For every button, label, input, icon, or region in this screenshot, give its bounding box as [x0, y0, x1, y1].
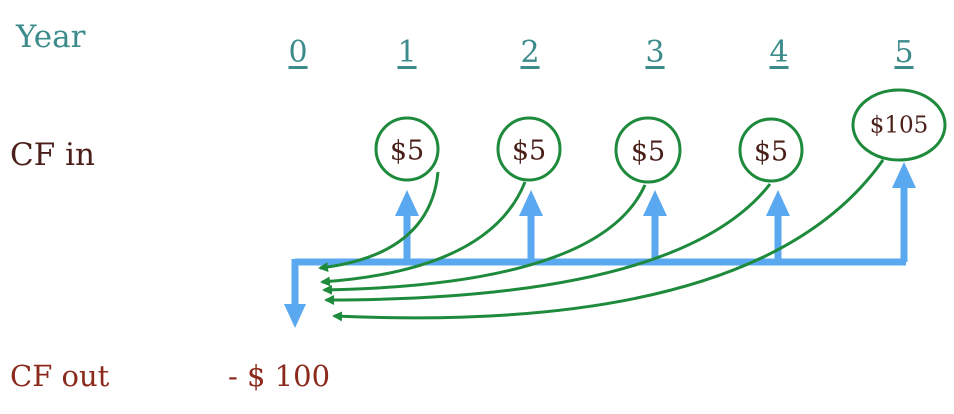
discount-arrow-1 [318, 171, 440, 273]
cf-in-year-2: $5 [511, 135, 547, 167]
cf-in-label: CF in [10, 137, 95, 173]
cf-circle-1 [374, 116, 440, 182]
cf-circle-4 [738, 117, 804, 183]
cf-out-value: - $ 100 [228, 359, 331, 393]
inflow-arrow-4-head [766, 190, 790, 216]
cf-in-year-5: $105 [869, 112, 929, 139]
year-3-label: 3 [645, 35, 665, 70]
year-4-label: 4 [769, 35, 789, 70]
inflow-arrow-2-head [519, 190, 543, 216]
discount-arrow-2 [320, 181, 527, 287]
year-1-label: 1 [397, 35, 417, 70]
inflow-arrow-1-head [395, 190, 419, 216]
cf-circle-3 [614, 116, 682, 184]
outflow-arrow-head [284, 304, 306, 328]
discount-arrow-3 [322, 184, 647, 295]
cf-circle-5 [851, 88, 947, 162]
inflow-arrow-3-head [643, 190, 667, 216]
cf-in-year-3: $5 [630, 136, 666, 168]
cf-in-year-1: $5 [389, 135, 425, 167]
year-row-label: Year [16, 19, 86, 55]
cf-circle-2 [496, 116, 562, 182]
discount-arrow-4 [324, 183, 772, 305]
year-5-label: 5 [894, 35, 914, 70]
discount-arrow-5 [332, 159, 885, 322]
inflow-arrow-5-head [892, 162, 916, 188]
year-2-label: 2 [520, 35, 540, 70]
year-0-label: 0 [288, 35, 308, 70]
cf-in-year-4: $5 [753, 136, 789, 168]
cf-out-label: CF out [10, 359, 110, 393]
